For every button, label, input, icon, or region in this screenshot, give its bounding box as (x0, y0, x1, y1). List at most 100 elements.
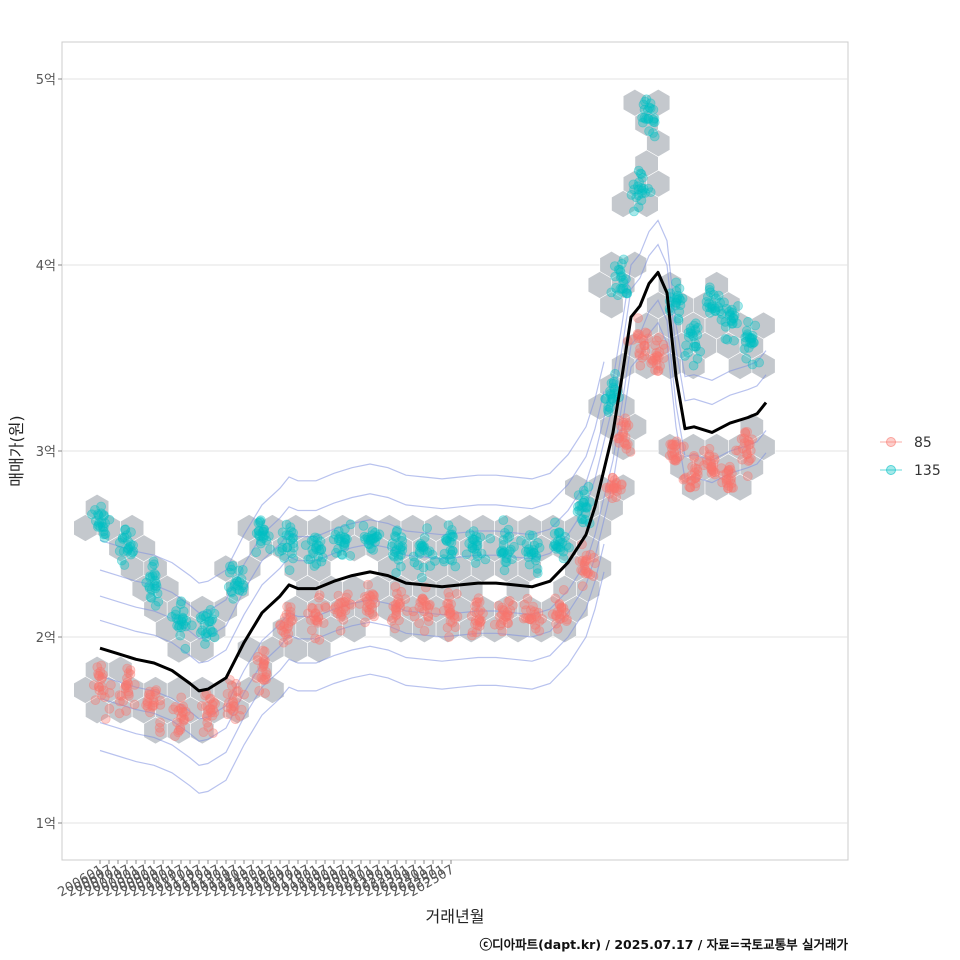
point-85 (254, 686, 265, 696)
point-85 (707, 464, 717, 475)
point-135 (550, 517, 560, 528)
point-85 (718, 470, 728, 481)
point-85 (620, 420, 631, 430)
point-85 (178, 714, 189, 724)
point-85 (170, 731, 180, 742)
point-85 (621, 422, 632, 433)
point-135 (330, 529, 341, 540)
point-135 (150, 570, 161, 581)
point-85 (98, 685, 109, 696)
point-135 (374, 529, 385, 540)
point-135 (333, 535, 344, 546)
point-135 (446, 537, 457, 548)
point-85 (366, 602, 377, 613)
point-85 (606, 484, 617, 494)
point-135 (310, 532, 320, 543)
point-85 (589, 552, 599, 563)
point-135 (286, 526, 297, 537)
point-135 (336, 549, 347, 560)
point-135 (703, 291, 713, 302)
point-85 (420, 596, 430, 607)
point-85 (689, 452, 700, 463)
point-135 (228, 593, 239, 604)
point-135 (690, 341, 701, 352)
density-contour (99, 299, 767, 720)
point-85 (635, 360, 646, 371)
point-85 (339, 597, 350, 608)
point-135 (334, 533, 344, 544)
point-135 (648, 104, 659, 115)
point-135 (370, 527, 381, 538)
point-135 (206, 616, 217, 627)
point-135 (305, 554, 316, 564)
point-135 (470, 558, 481, 568)
point-135 (461, 549, 472, 560)
legend-label-85: 85 (914, 435, 932, 451)
point-85 (742, 471, 753, 482)
point-85 (88, 680, 99, 690)
point-135 (745, 337, 755, 348)
point-85 (503, 618, 514, 629)
point-85 (123, 668, 134, 678)
point-85 (679, 473, 690, 484)
point-135 (94, 518, 105, 528)
point-135 (638, 99, 649, 110)
point-85 (447, 617, 458, 628)
point-135 (114, 546, 125, 556)
point-135 (606, 378, 617, 389)
point-135 (495, 547, 506, 557)
point-85 (604, 482, 615, 493)
point-85 (620, 413, 631, 424)
point-135 (104, 514, 115, 525)
point-135 (469, 534, 480, 545)
point-85 (125, 669, 136, 679)
point-135 (643, 105, 653, 116)
point-135 (255, 517, 266, 528)
point-85 (737, 443, 748, 454)
point-85 (632, 330, 643, 341)
point-135 (648, 115, 659, 125)
point-135 (181, 615, 192, 626)
point-135 (254, 525, 264, 536)
point-85 (312, 617, 323, 628)
point-85 (522, 593, 533, 604)
hexbin-cell (120, 514, 145, 542)
point-135 (363, 538, 374, 549)
point-85 (232, 693, 242, 703)
point-85 (707, 462, 718, 472)
x-axis-title: 거래년월 (426, 907, 485, 926)
point-135 (499, 528, 510, 538)
point-135 (422, 547, 433, 558)
point-85 (556, 609, 567, 620)
point-135 (288, 542, 299, 553)
point-85 (226, 703, 237, 714)
point-85 (636, 334, 647, 345)
point-135 (607, 393, 618, 404)
point-85 (651, 354, 662, 365)
point-85 (652, 350, 662, 361)
point-85 (721, 475, 732, 485)
point-135 (720, 333, 731, 344)
point-85 (310, 608, 321, 619)
point-85 (670, 455, 680, 466)
point-135 (99, 510, 109, 520)
trend-path (99, 270, 768, 693)
point-135 (705, 287, 716, 298)
point-135 (176, 622, 187, 633)
point-85 (424, 600, 435, 611)
point-135 (251, 547, 262, 558)
point-135 (692, 353, 703, 364)
point-135 (496, 549, 507, 559)
point-135 (574, 500, 585, 511)
point-85 (196, 701, 207, 711)
point-135 (166, 611, 177, 622)
point-85 (423, 612, 434, 622)
point-85 (94, 682, 105, 693)
point-85 (639, 350, 650, 361)
point-135 (311, 559, 322, 569)
point-135 (389, 551, 400, 562)
point-85 (391, 610, 401, 621)
point-85 (580, 556, 591, 567)
point-135 (748, 337, 759, 348)
point-85 (554, 599, 565, 610)
